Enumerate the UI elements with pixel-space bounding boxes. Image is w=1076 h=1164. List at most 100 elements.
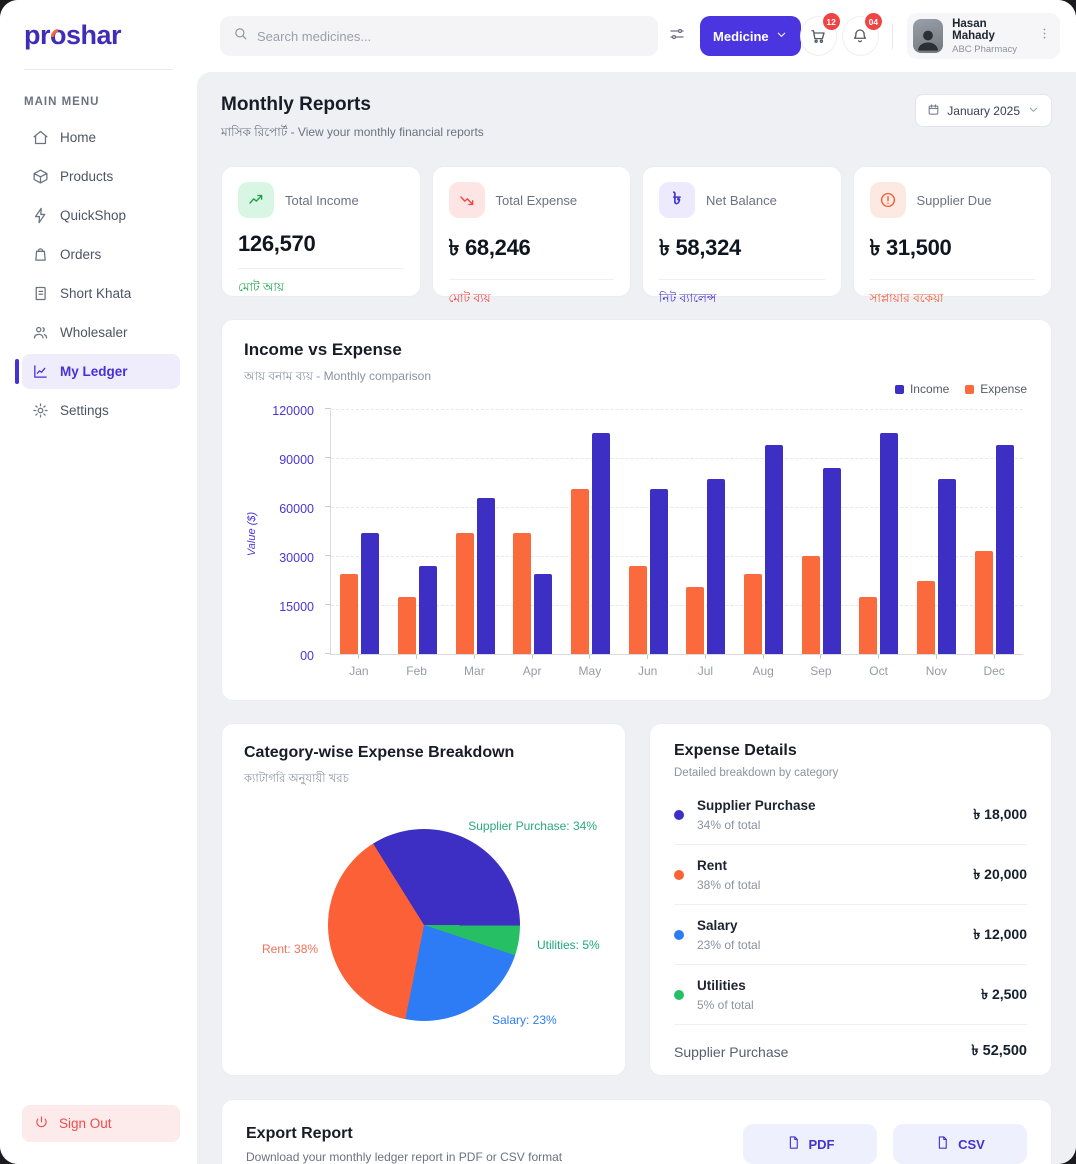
notifications-button[interactable]: 04 (842, 13, 882, 55)
y-tick-label: 30000 (279, 551, 314, 565)
expense-bar-feb (398, 596, 416, 654)
pie-label-salary: Salary: 23% (492, 1013, 557, 1027)
category-dot (674, 930, 684, 940)
x-tick-jun: Jun (619, 655, 677, 678)
cart-button[interactable]: 12 (800, 13, 840, 55)
details-subtitle: Detailed breakdown by category (674, 767, 839, 779)
expense-row-pct: 23% of total (697, 938, 761, 952)
sidebar-item-label: Short Khata (60, 286, 132, 301)
bar-group-mar (446, 498, 504, 654)
page-subtitle: মাসিক রিপোর্ট - View your monthly financ… (221, 125, 484, 139)
expense-bar-oct (859, 596, 878, 654)
ellipsis-icon[interactable] (1033, 26, 1052, 46)
sidebar-item-label: Orders (60, 247, 102, 262)
expense-row-amount: ৳ 12,000 (973, 926, 1027, 942)
y-tick-label: 60000 (279, 502, 314, 516)
gear-icon (33, 403, 48, 418)
expense-bar-nov (917, 580, 936, 654)
user-org: ABC Pharmacy (952, 43, 1018, 55)
topbar: Medicine 12 04 Hasan Mahady ABC Pharmacy (197, 0, 1076, 72)
expense-bar-jun (628, 565, 647, 654)
divider (891, 23, 893, 49)
pdf-file-icon (786, 1135, 801, 1153)
users-icon (33, 326, 48, 339)
logo-rest: shar (66, 20, 122, 50)
taka-icon: ৳ (672, 189, 682, 208)
chart-legend: Income Expense (894, 382, 1027, 396)
x-tick-aug: Aug (734, 655, 792, 678)
y-axis-ticks: 00 15000 30000 60000 90000 120000 (262, 404, 324, 663)
sidebar-item-quickshop[interactable]: QuickShop (22, 198, 180, 233)
details-title: Expense Details (674, 742, 797, 759)
y-tick-label: 15000 (279, 600, 314, 614)
expense-row-pct: 38% of total (697, 878, 761, 892)
sidebar-item-home[interactable]: Home (22, 120, 180, 155)
brand-logo[interactable]: proshar (24, 20, 122, 50)
profile-menu[interactable]: Hasan Mahady ABC Pharmacy (906, 13, 1060, 59)
sidebar-nav: Home Products QuickShop Orders Short Khata Wh… (0, 116, 197, 428)
export-pdf-button[interactable]: PDF (743, 1124, 877, 1164)
user-name: Hasan Mahady (952, 17, 995, 42)
search-box[interactable] (220, 16, 658, 56)
cart-icon (811, 30, 825, 43)
filter-sliders-icon[interactable] (668, 25, 688, 47)
expense-row-amount: ৳ 18,000 (973, 806, 1027, 822)
stat-caption: মোট ব্যয় (448, 291, 491, 305)
search-icon (233, 26, 248, 46)
stat-caption: সাপ্লায়ার বকেয়া (869, 291, 944, 305)
category-dropdown-button[interactable]: Medicine (700, 16, 801, 56)
avatar (912, 19, 944, 53)
bar-group-jun (619, 489, 677, 654)
sign-out-button[interactable]: Sign Out (22, 1105, 180, 1142)
expense-bar-jul (686, 587, 705, 654)
gridline (331, 458, 1023, 459)
trend-up-icon (249, 194, 263, 204)
stat-card-total-income: Total Income 126,570 মোট আয় (221, 166, 421, 297)
month-selector[interactable]: January 2025 (915, 94, 1052, 127)
x-tick-jul: Jul (677, 655, 735, 678)
category-dot (674, 870, 684, 880)
chevron-down-icon (1027, 103, 1040, 119)
sidebar-item-products[interactable]: Products (22, 159, 180, 194)
details-footer-label: Supplier Purchase (674, 1044, 789, 1060)
expense-row-amount: ৳ 2,500 (981, 986, 1027, 1002)
sidebar-item-label: Products (60, 169, 114, 184)
chart-title: Income vs Expense (244, 340, 402, 359)
stat-label: Net Balance (706, 192, 777, 208)
x-tick-nov: Nov (908, 655, 966, 678)
export-title: Export Report (246, 1124, 353, 1142)
sidebar-item-short-khata[interactable]: Short Khata (22, 276, 180, 311)
stat-card-supplier-due: Supplier Due ৳ 31,500 সাপ্লায়ার বকেয়া (852, 166, 1052, 305)
expense-bar-apr (513, 533, 532, 654)
expense-row-name: Salary (697, 918, 738, 933)
alert-icon (880, 192, 895, 208)
gridline (331, 507, 1023, 508)
bar-group-dec (965, 444, 1023, 654)
calendar-icon (927, 103, 940, 119)
sidebar-item-label: Home (60, 130, 97, 145)
pie-subtitle: ক্যাটাগরি অনুযায়ী খরচ (244, 773, 349, 785)
expense-bar-sep (801, 556, 820, 654)
gridline (331, 605, 1023, 606)
y-tick-label: 00 (300, 649, 314, 663)
sidebar-item-my-ledger[interactable]: My Ledger (15, 354, 180, 389)
export-report-card: Export Report Download your monthly ledg… (221, 1099, 1052, 1164)
sidebar-section-label: MAIN MENU (24, 96, 100, 108)
pdf-label: PDF (808, 1136, 835, 1152)
export-csv-button[interactable]: CSV (893, 1124, 1027, 1164)
sidebar-item-wholesaler[interactable]: Wholesaler (22, 315, 180, 350)
sidebar: proshar MAIN MENU Home Products QuickShop O… (0, 0, 197, 1164)
bar-group-feb (389, 565, 447, 654)
legend-expense: Expense (965, 382, 1027, 396)
search-input[interactable] (257, 28, 645, 44)
stat-value: ৳ 58,324 (659, 235, 741, 260)
stat-label: Total Expense (495, 192, 578, 208)
sidebar-item-settings[interactable]: Settings (22, 393, 180, 428)
sidebar-item-orders[interactable]: Orders (22, 237, 180, 272)
expense-row-pct: 5% of total (697, 998, 754, 1012)
expense-row-name: Supplier Purchase (697, 798, 816, 813)
sidebar-item-label: QuickShop (60, 208, 127, 223)
stat-label: Total Income (285, 192, 359, 208)
x-tick-feb: Feb (388, 655, 446, 678)
